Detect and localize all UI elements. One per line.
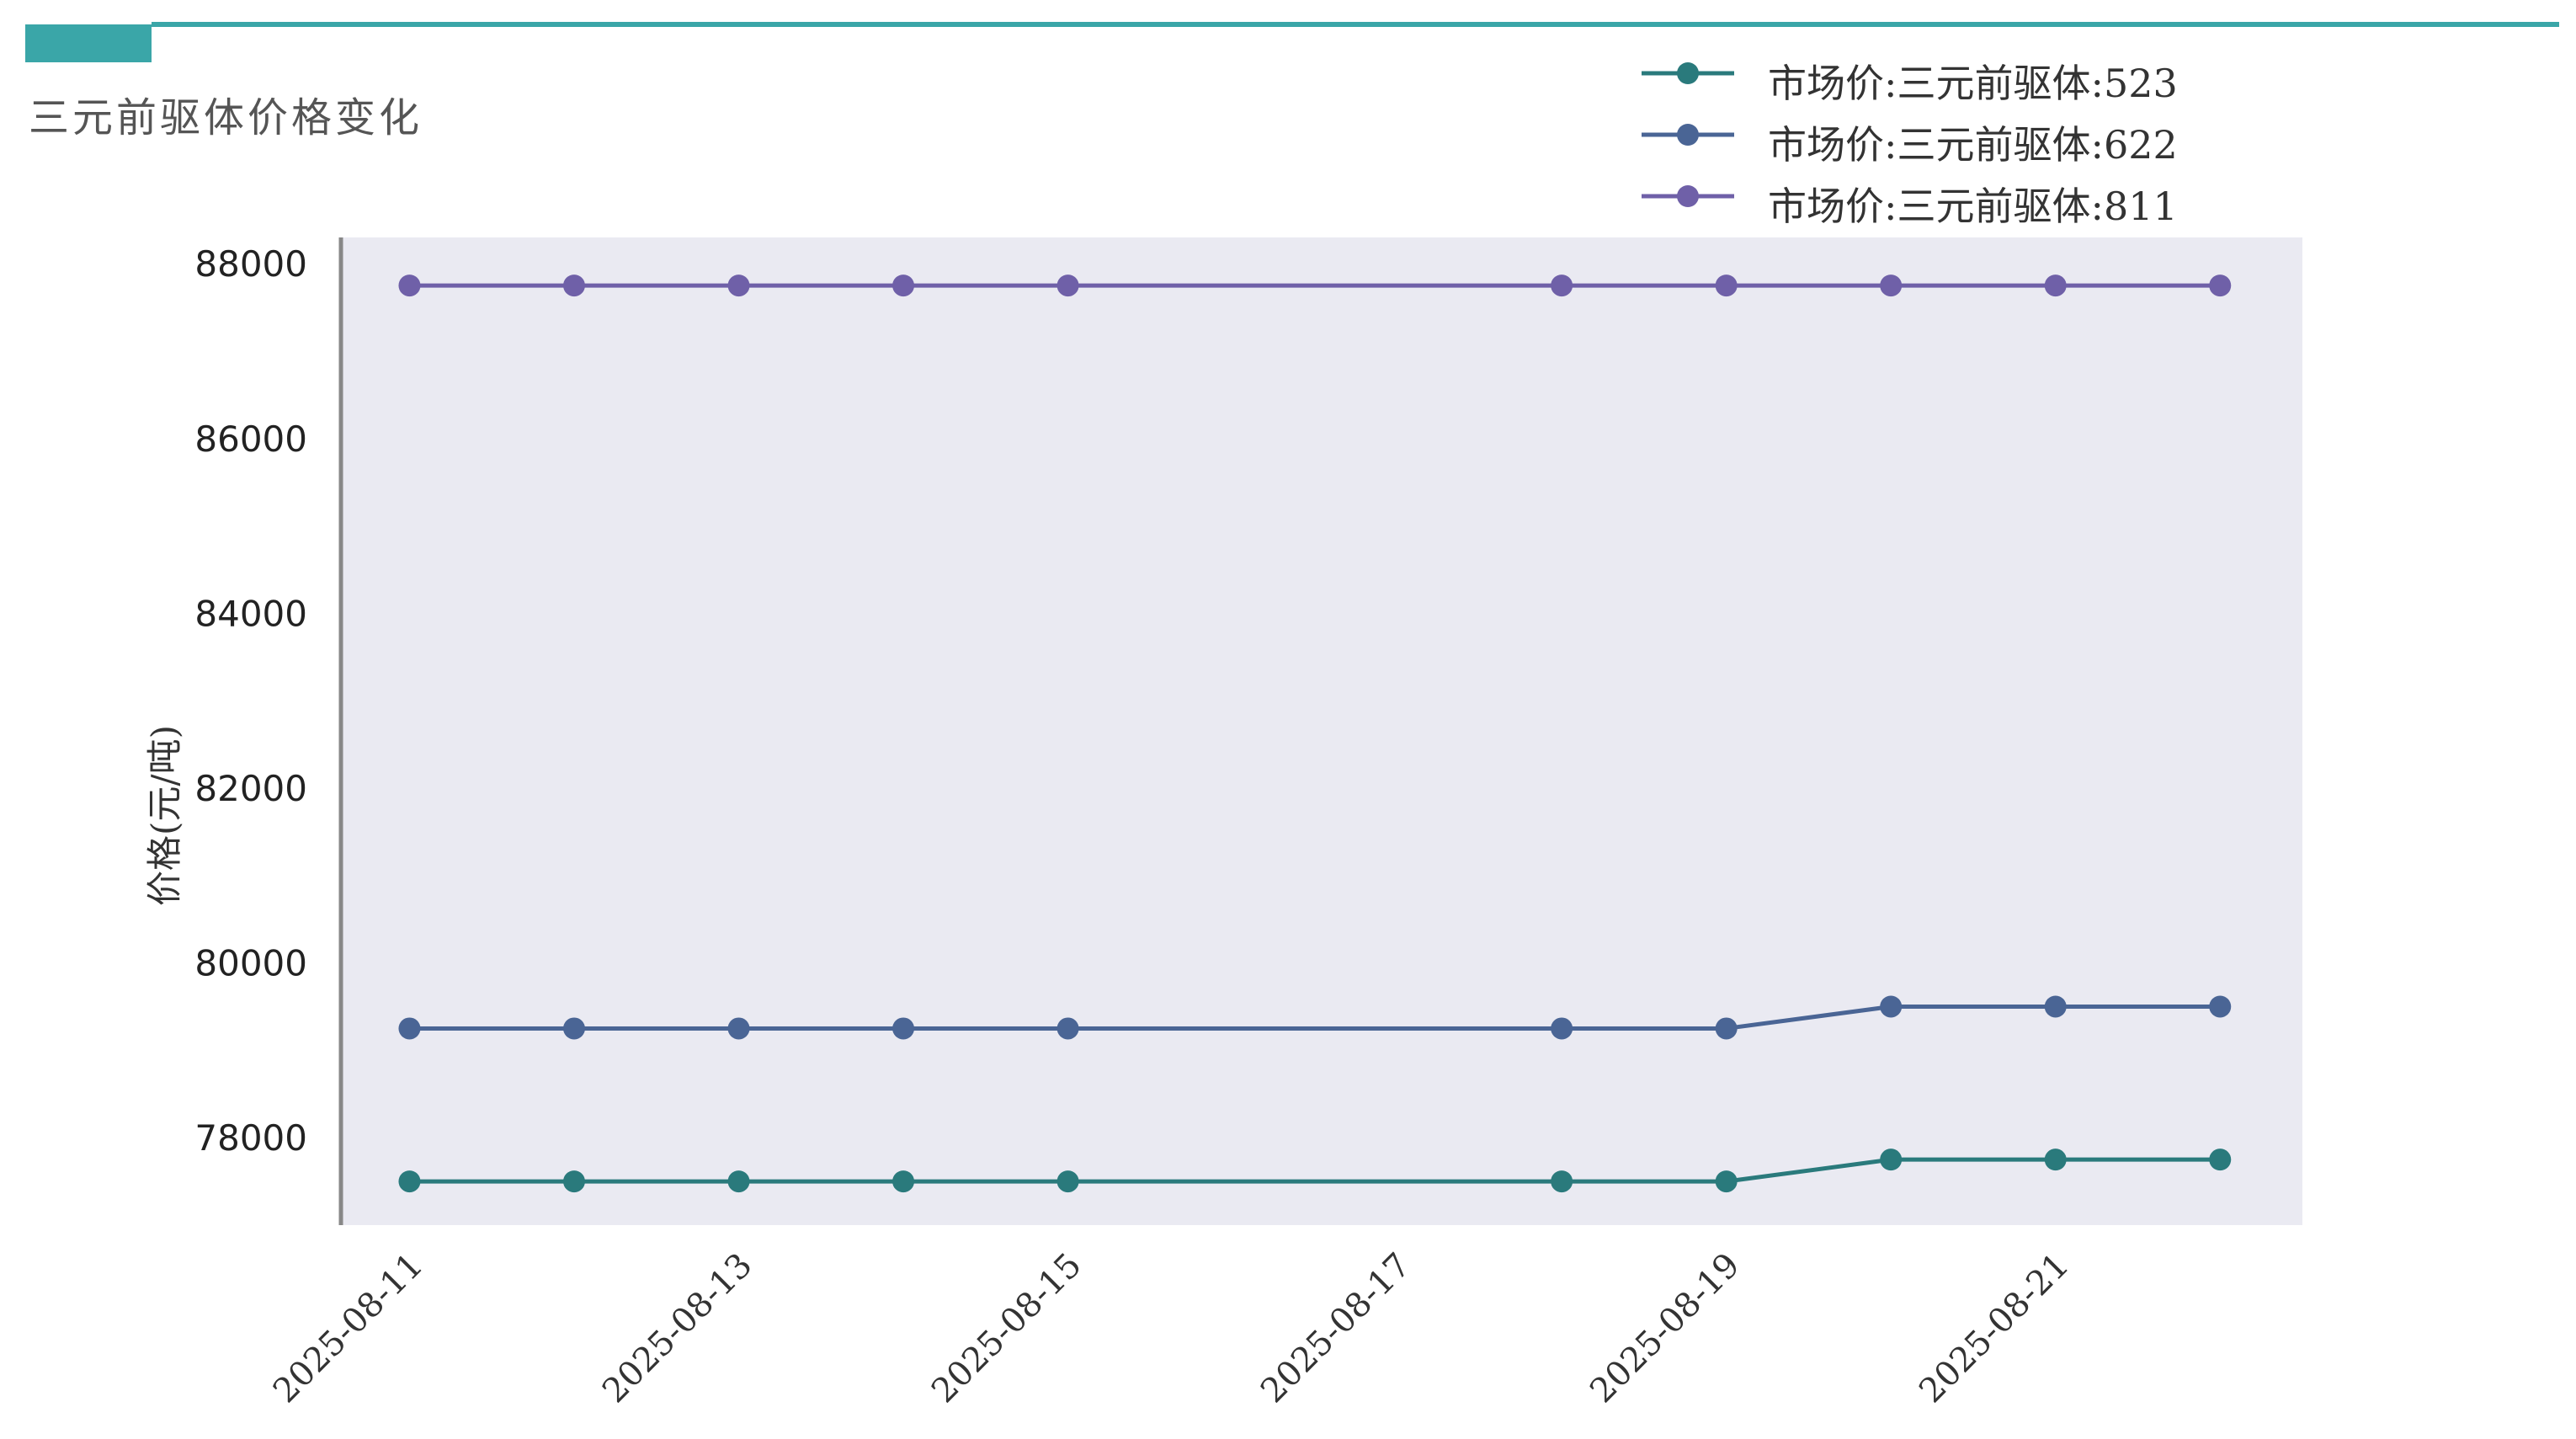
legend-label: 市场价:三元前驱体:622 [1768,122,2178,168]
page-title: 三元前驱体价格变化 [29,94,423,141]
data-point [1880,1149,1903,1171]
data-point [1056,274,1079,297]
y-tick-label: 88000 [194,243,307,285]
data-point [727,1170,750,1193]
data-point [2209,995,2232,1018]
series-line [409,1157,2221,1184]
data-point [1880,995,1903,1018]
legend-label: 市场价:三元前驱体:523 [1768,61,2178,106]
series-layer [398,274,2232,1193]
legend-label: 市场价:三元前驱体:811 [1768,184,2178,229]
y-axis-ticks: 78000 80000 82000 84000 86000 88000 [194,243,307,1159]
data-point [727,274,750,297]
data-point [562,274,585,297]
data-point [1715,1017,1738,1040]
header-accent-line [152,22,2559,27]
x-tick-label: 2025-08-15 [924,1246,1089,1411]
data-point [1715,274,1738,297]
data-point [1880,274,1903,297]
data-point [1715,1170,1738,1193]
data-point [727,1017,750,1040]
x-tick-label: 2025-08-19 [1583,1246,1748,1411]
data-point [1551,1170,1573,1193]
data-point [2209,1149,2232,1171]
data-point [2044,1149,2067,1171]
y-tick-label: 82000 [194,768,307,809]
y-tick-label: 80000 [194,943,307,984]
x-tick-label: 2025-08-11 [266,1246,431,1411]
y-tick-label: 78000 [194,1117,307,1159]
header-accent-block [25,24,152,62]
y-tick-label: 86000 [194,418,307,460]
data-point [1551,274,1573,297]
data-point [1551,1017,1573,1040]
legend-swatch [1642,124,1734,146]
data-point [2044,995,2067,1018]
plot-area [341,237,2302,1225]
series-line [409,1004,2221,1031]
y-axis-label: 价格(元/吨) [144,725,185,906]
data-point [2209,274,2232,297]
series-0 [398,1149,2232,1193]
series-1 [398,995,2232,1040]
data-point [398,1170,421,1193]
data-point [398,1017,421,1040]
data-point [892,1017,915,1040]
x-axis-ticks: 2025-08-11 2025-08-13 2025-08-15 2025-08-17… [266,1246,2077,1411]
data-point [398,274,421,297]
legend-swatch [1642,185,1734,207]
x-tick-label: 2025-08-13 [595,1246,760,1411]
data-point [562,1017,585,1040]
data-point [892,1170,915,1193]
y-tick-label: 84000 [194,593,307,634]
data-point [562,1170,585,1193]
header-bar [25,22,2559,62]
x-tick-label: 2025-08-17 [1253,1246,1418,1411]
data-point [1056,1170,1079,1193]
data-point [892,274,915,297]
data-point [1056,1017,1079,1040]
legend-swatch [1642,62,1734,84]
data-point [2044,274,2067,297]
x-tick-label: 2025-08-21 [1912,1246,2077,1411]
series-2 [398,274,2232,297]
